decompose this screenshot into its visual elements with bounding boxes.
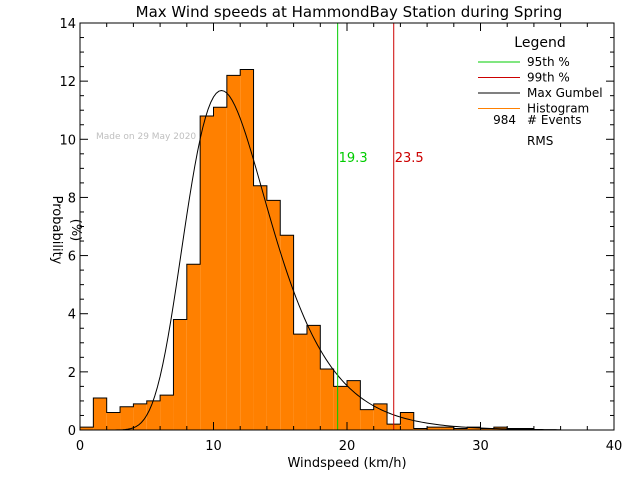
histogram-bar <box>280 235 294 430</box>
events-label: # Events <box>527 113 582 127</box>
histogram-bar <box>453 428 468 430</box>
histogram-bar <box>360 409 374 430</box>
y-axis-unit: (%) <box>68 219 83 242</box>
x-tick-label: 40 <box>606 439 623 454</box>
histogram-bar <box>80 427 94 430</box>
histogram-bar <box>226 75 241 430</box>
y-tick-label: 0 <box>68 424 76 439</box>
histogram-bar <box>347 380 361 430</box>
x-axis-label: Windspeed (km/h) <box>287 456 406 471</box>
watermark: Made on 29 May 2020 <box>96 132 196 142</box>
rms-label: RMS <box>527 134 553 148</box>
histogram-bar <box>306 325 321 430</box>
histogram-bar <box>120 406 134 430</box>
y-tick-label: 4 <box>68 308 76 323</box>
histogram-bar <box>240 69 254 430</box>
y-axis-label: Probability <box>49 196 64 265</box>
percentile-95-label: 19.3 <box>339 151 368 166</box>
x-axis-ticks: 0 10 20 30 40 <box>76 23 622 454</box>
events-count: 984 <box>493 113 516 127</box>
histogram-bar <box>467 427 481 430</box>
histogram-bar <box>213 107 227 431</box>
chart-title: Max Wind speeds at HammondBay Station du… <box>136 3 563 21</box>
histogram-bar <box>173 319 187 430</box>
histogram-bars <box>80 69 534 431</box>
percentile-99-label: 23.5 <box>395 151 424 166</box>
legend-title: Legend <box>514 35 565 51</box>
histogram-bar <box>333 386 347 430</box>
histogram-bar <box>440 427 454 430</box>
histogram-bar <box>200 116 214 431</box>
histogram-bar <box>253 185 267 430</box>
x-tick-label: 20 <box>339 439 356 454</box>
x-tick-label: 10 <box>205 439 222 454</box>
histogram-bar <box>427 427 441 430</box>
histogram-bar <box>480 428 494 430</box>
legend-items: 95th % 99th %Max Gumbel Histogram <box>478 55 603 116</box>
y-tick-label: 10 <box>59 133 76 148</box>
y-tick-label: 6 <box>68 250 76 265</box>
histogram-bar <box>106 412 121 430</box>
histogram-bar <box>400 412 414 430</box>
histogram-bar <box>320 368 334 430</box>
y-tick-label: 8 <box>68 191 76 206</box>
histogram-bar <box>293 334 307 430</box>
legend-item-label: 95th % <box>527 55 570 69</box>
histogram-bar <box>373 403 388 430</box>
histogram-bar <box>133 403 147 430</box>
histogram-bar <box>93 398 107 430</box>
histogram-bar <box>266 200 281 430</box>
legend-item-label: 99th % <box>527 71 570 85</box>
histogram-bar <box>186 264 201 430</box>
histogram-bar <box>160 395 174 430</box>
legend: Legend 95th % 99th %Max Gumbel Histogram 9… <box>478 35 603 148</box>
y-tick-label: 12 <box>59 75 76 90</box>
y-tick-label: 14 <box>59 17 76 32</box>
x-tick-label: 0 <box>76 439 84 454</box>
histogram-bar <box>146 400 161 430</box>
y-axis-ticks: 0 2 4 6 8 10 12 14 <box>59 17 614 439</box>
histogram-bar <box>413 428 428 430</box>
legend-item-label: Histogram <box>527 102 589 116</box>
legend-item-label: Max Gumbel <box>527 86 603 100</box>
y-tick-label: 2 <box>68 366 76 381</box>
x-tick-label: 30 <box>472 439 489 454</box>
